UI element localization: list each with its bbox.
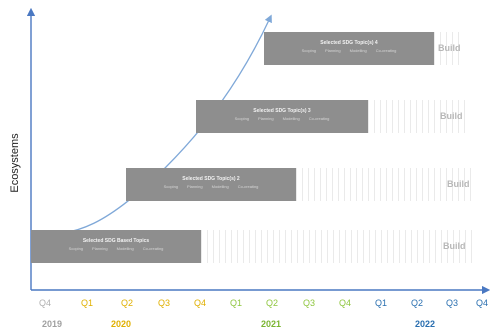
quarter-label: Q4	[193, 298, 207, 308]
phase-title: Selected SDG Topic(s) 3	[253, 108, 311, 114]
quarter-label: Q2	[265, 298, 279, 308]
phase-steps: Scoping Planning Modelling Co-creating	[264, 48, 434, 53]
phase-bar-2: Selected SDG Topic(s) 2 Scoping Planning…	[126, 168, 296, 201]
phase-step: Scoping	[163, 184, 179, 189]
phase-title: Selected SDG Topic(s) 4	[320, 40, 378, 46]
quarter-label: Q4	[338, 298, 352, 308]
phase-steps: Scoping Planning Modelling Co-creating	[196, 116, 368, 121]
phase-step: Scoping	[68, 246, 84, 251]
build-label-2: Build	[447, 179, 470, 189]
y-axis-label: Ecosystems	[9, 133, 21, 193]
build-grid-4	[434, 32, 464, 65]
phase-bar-3: Selected SDG Topic(s) 3 Scoping Planning…	[196, 100, 368, 133]
phase-step: Co-creating	[308, 116, 330, 121]
build-grid-2	[296, 168, 472, 201]
phase-step: Planning	[187, 184, 203, 189]
build-label-4: Build	[438, 43, 461, 53]
phase-step: Modelling	[116, 246, 134, 251]
quarter-label: Q3	[445, 298, 459, 308]
build-grid-3	[368, 100, 466, 133]
phase-step: Planning	[325, 48, 341, 53]
phase-step: Planning	[92, 246, 108, 251]
phase-bar-1: Selected SDG Based Topics Scoping Planni…	[31, 230, 201, 263]
phase-bar-4: Selected SDG Topic(s) 4 Scoping Planning…	[264, 32, 434, 65]
year-label: 2021	[260, 319, 282, 329]
quarter-label: Q1	[229, 298, 243, 308]
phase-step: Modelling	[211, 184, 229, 189]
phase-step: Modelling	[349, 48, 367, 53]
quarter-label: Q1	[374, 298, 388, 308]
phase-step: Scoping	[234, 116, 250, 121]
quarter-label: Q1	[80, 298, 94, 308]
year-label: 2020	[110, 319, 132, 329]
phase-step: Planning	[258, 116, 274, 121]
quarter-label: Q3	[157, 298, 171, 308]
phase-steps: Scoping Planning Modelling Co-creating	[31, 246, 201, 251]
build-grid-1	[201, 230, 473, 263]
phase-step: Modelling	[282, 116, 300, 121]
quarter-label: Q4	[38, 298, 52, 308]
quarter-label: Q3	[302, 298, 316, 308]
phase-title: Selected SDG Based Topics	[82, 238, 150, 244]
phase-title: Selected SDG Topic(s) 2	[182, 176, 240, 182]
year-label: 2022	[414, 319, 436, 329]
quarter-label: Q4	[475, 298, 489, 308]
phase-step: Scoping	[301, 48, 317, 53]
build-label-1: Build	[443, 241, 466, 251]
phase-step: Co-creating	[142, 246, 164, 251]
phase-steps: Scoping Planning Modelling Co-creating	[126, 184, 296, 189]
quarter-label: Q2	[410, 298, 424, 308]
year-label: 2019	[41, 319, 63, 329]
quarter-label: Q2	[120, 298, 134, 308]
phase-step: Co-creating	[375, 48, 397, 53]
build-label-3: Build	[440, 111, 463, 121]
phase-step: Co-creating	[237, 184, 259, 189]
